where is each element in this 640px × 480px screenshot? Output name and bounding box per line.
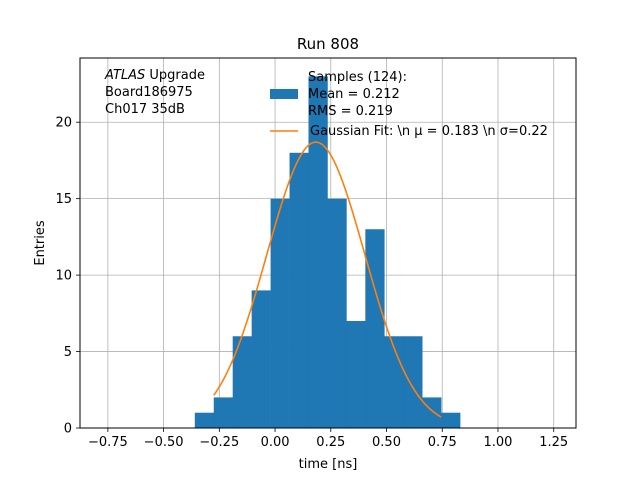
- annotation-line: ATLAS Upgrade: [104, 68, 205, 83]
- x-tick-label: 0.75: [428, 435, 457, 450]
- legend-label-samples: Mean = 0.212: [308, 87, 400, 102]
- histogram-bar: [308, 76, 328, 428]
- x-tick-label: −0.50: [144, 435, 184, 450]
- histogram-bar: [194, 412, 215, 428]
- histogram-bar: [213, 397, 234, 428]
- legend-patch-samples: [270, 89, 298, 99]
- legend-label-samples: Samples (124):: [308, 70, 407, 85]
- x-axis-label: time [ns]: [299, 457, 358, 472]
- histogram-bar: [422, 397, 442, 428]
- histogram-bar: [384, 336, 404, 428]
- histogram-bar: [270, 198, 290, 428]
- histogram-bar: [346, 320, 366, 428]
- x-tick-label: −0.75: [88, 435, 128, 450]
- histogram-bars: [194, 76, 461, 428]
- x-tick-label: 0.50: [372, 435, 401, 450]
- histogram-bar: [365, 229, 385, 428]
- y-axis-label: Entries: [33, 220, 48, 266]
- chart-title: Run 808: [297, 35, 359, 53]
- annotation-line: Ch017 35dB: [105, 102, 185, 117]
- histogram-bar: [289, 152, 309, 428]
- annotation-line: Board186975: [105, 85, 193, 100]
- legend: Samples (124): Mean = 0.212 RMS = 0.219 G…: [270, 70, 548, 139]
- x-tick-label: 0.00: [261, 435, 290, 450]
- histogram-bar: [251, 290, 271, 428]
- x-tick-label: 0.25: [316, 435, 345, 450]
- plot-frame: [79, 57, 577, 429]
- legend-label-fit: Gaussian Fit: \n μ = 0.183 \n σ=0.22: [310, 124, 548, 139]
- histogram-bar: [232, 336, 252, 428]
- x-tick-label: −0.25: [199, 435, 239, 450]
- y-axis-ticks: 0 5 10 15 20: [55, 116, 80, 437]
- histogram-bar: [441, 412, 461, 428]
- y-tick-label: 0: [64, 422, 72, 437]
- x-tick-label: 1.25: [539, 435, 568, 450]
- x-axis-ticks: −0.75 −0.50 −0.25 0.00 0.25 0.50 0.75 1.00 1.25: [88, 428, 568, 450]
- gaussian-fit: [213, 141, 442, 418]
- y-tick-label: 5: [64, 345, 72, 360]
- y-tick-label: 10: [55, 269, 72, 284]
- histogram-bar: [403, 336, 423, 428]
- x-tick-label: 1.00: [484, 435, 513, 450]
- fit-curve: [213, 141, 442, 418]
- legend-label-samples: RMS = 0.219: [308, 104, 393, 119]
- histogram-bar: [327, 198, 347, 428]
- y-tick-label: 20: [55, 116, 72, 131]
- y-tick-label: 15: [55, 192, 72, 207]
- atlas-annotation: ATLAS Upgrade Board186975 Ch017 35dB: [104, 68, 205, 117]
